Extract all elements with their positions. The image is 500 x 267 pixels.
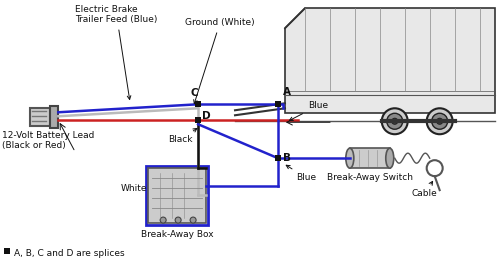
Circle shape xyxy=(436,118,442,124)
Circle shape xyxy=(175,217,181,223)
Text: Blue: Blue xyxy=(286,165,316,182)
Polygon shape xyxy=(285,9,494,113)
Bar xyxy=(30,108,50,126)
Bar xyxy=(195,117,201,123)
Circle shape xyxy=(387,113,402,129)
Text: D: D xyxy=(202,111,210,121)
Text: Ground (White): Ground (White) xyxy=(185,18,254,104)
Ellipse shape xyxy=(346,148,354,168)
Bar xyxy=(195,101,201,107)
Bar xyxy=(350,148,390,168)
Bar xyxy=(146,166,208,225)
Text: Electric Brake
Trailer Feed (Blue): Electric Brake Trailer Feed (Blue) xyxy=(76,5,158,100)
Ellipse shape xyxy=(386,148,394,168)
Bar xyxy=(148,168,206,223)
Text: C: C xyxy=(190,88,198,98)
Circle shape xyxy=(190,217,196,223)
Text: White: White xyxy=(120,184,146,193)
Text: 12-Volt Battery Lead
(Black or Red): 12-Volt Battery Lead (Black or Red) xyxy=(2,131,95,150)
Circle shape xyxy=(432,113,448,129)
Bar xyxy=(275,155,281,161)
Text: Break-Away Switch: Break-Away Switch xyxy=(327,173,413,182)
Text: A, B, C and D are splices: A, B, C and D are splices xyxy=(14,249,125,258)
Bar xyxy=(275,101,281,107)
Text: Break-Away Box: Break-Away Box xyxy=(141,230,214,239)
Circle shape xyxy=(382,108,407,134)
Circle shape xyxy=(160,217,166,223)
Circle shape xyxy=(392,118,398,124)
Bar xyxy=(4,248,10,254)
Text: Blue: Blue xyxy=(290,101,328,120)
Circle shape xyxy=(426,108,452,134)
Text: Cable: Cable xyxy=(412,181,438,198)
Text: B: B xyxy=(283,153,291,163)
Text: A: A xyxy=(283,87,291,97)
Text: Black: Black xyxy=(168,128,197,144)
Bar xyxy=(50,106,58,128)
